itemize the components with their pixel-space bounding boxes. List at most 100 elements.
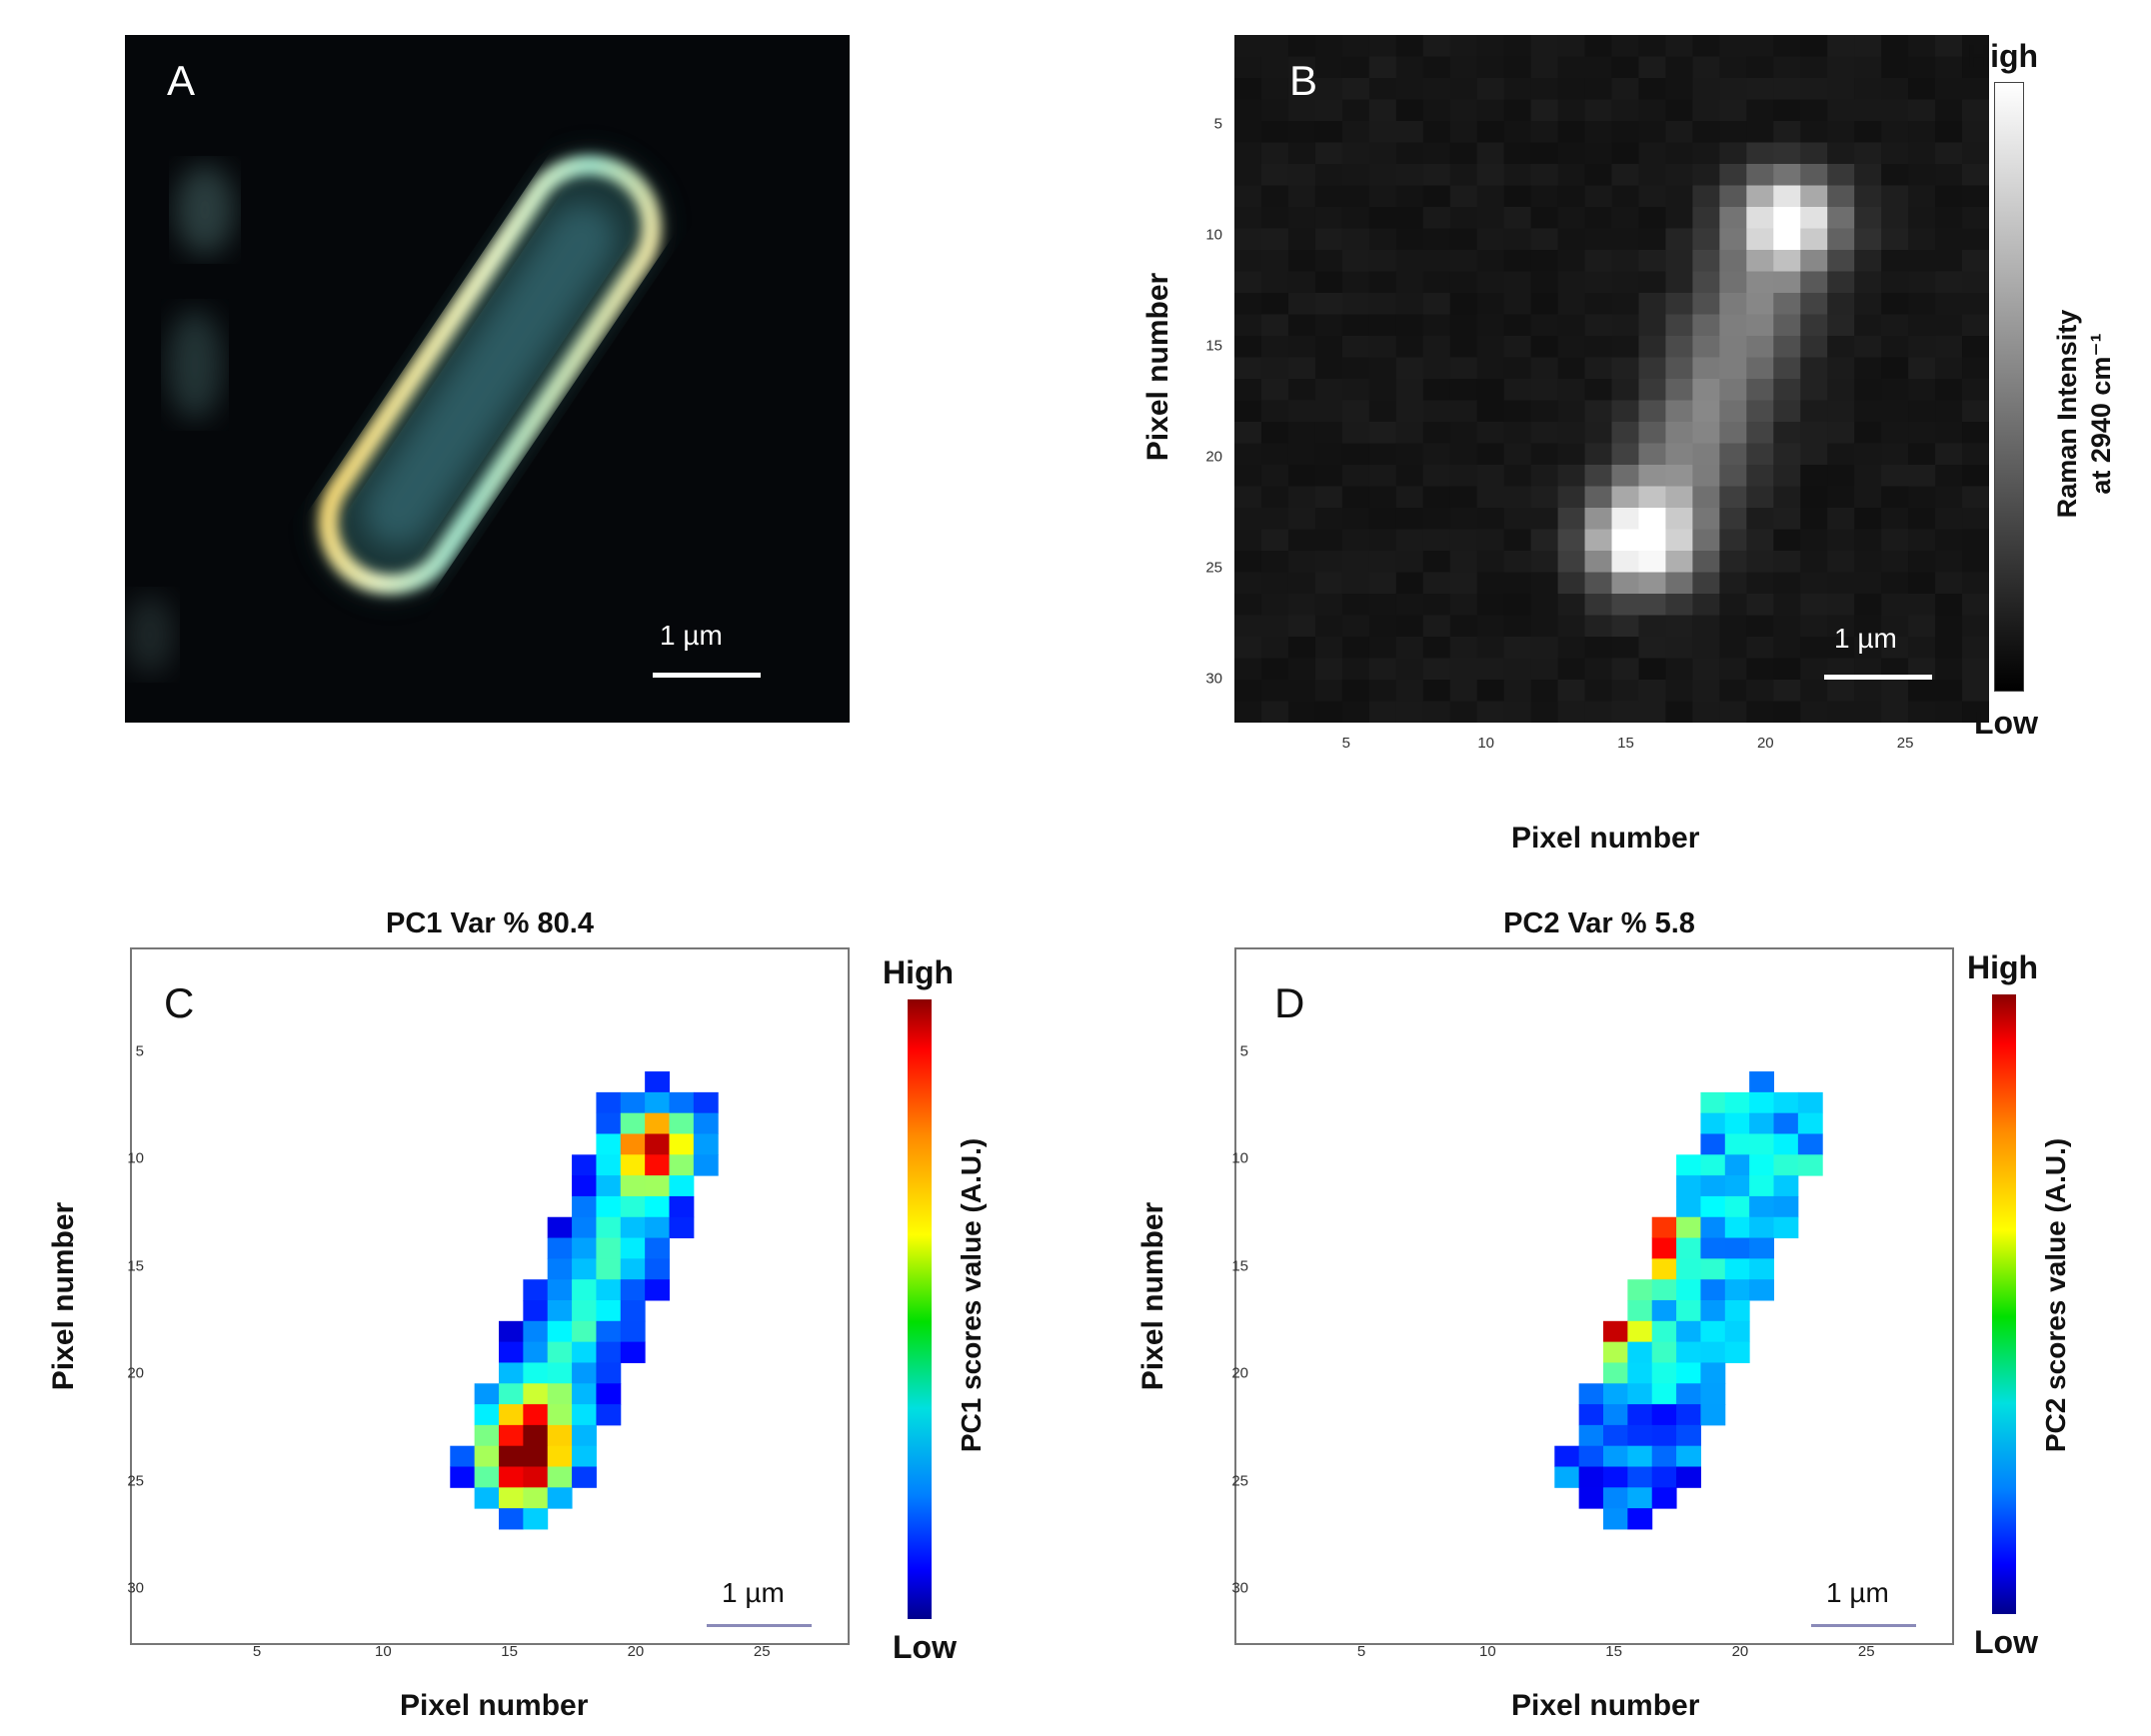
heatmap-cell [1746, 680, 1774, 702]
tick-label: 10 [1477, 735, 1494, 752]
heatmap-cell [547, 1258, 573, 1280]
tick-label: 30 [1231, 1579, 1248, 1597]
heatmap-cell [1341, 615, 1370, 638]
heatmap-cell [1422, 400, 1451, 423]
tick-label: 10 [1478, 1643, 1496, 1660]
heatmap-cell [1773, 551, 1801, 573]
heatmap-cell [1827, 185, 1855, 208]
heatmap-cell [1800, 680, 1828, 702]
heatmap-cell [1260, 465, 1289, 487]
heatmap-cell [1827, 400, 1855, 423]
tick-label: 5 [1341, 735, 1351, 752]
heatmap-cell [1935, 185, 1963, 208]
heatmap-cell [1665, 508, 1693, 530]
heatmap-cell [1503, 228, 1532, 251]
heatmap-cell [1719, 293, 1747, 315]
heatmap-cell [1651, 1445, 1677, 1467]
heatmap-cell [1476, 637, 1505, 659]
heatmap-cell [1584, 422, 1612, 444]
heatmap-cell [1800, 400, 1828, 423]
heatmap-cell [1827, 207, 1855, 229]
heatmap-cell [523, 1341, 549, 1363]
heatmap-cell [1260, 486, 1289, 509]
heatmap-cell [1908, 228, 1936, 251]
heatmap-cell [1584, 551, 1612, 573]
heatmap-cell [1773, 400, 1801, 423]
heatmap-cell [1341, 250, 1370, 272]
heatmap-cell [1603, 1487, 1628, 1509]
tick-label: 20 [1756, 735, 1774, 752]
heatmap-cell [1476, 56, 1505, 79]
heatmap-cell [1449, 336, 1478, 358]
heatmap-cell [1665, 271, 1693, 294]
heatmap-cell [1800, 422, 1828, 444]
heatmap-cell [1746, 572, 1774, 595]
heatmap-cell [1341, 293, 1370, 315]
heatmap-cell [1962, 35, 1989, 57]
heatmap-cell [1611, 551, 1639, 573]
heatmap-cell [1773, 1175, 1799, 1197]
heatmap-cell [1638, 314, 1666, 337]
heatmap-cell [1651, 1320, 1677, 1343]
heatmap-cell [547, 1300, 573, 1322]
heatmap-cell [1665, 701, 1693, 723]
heatmap-cell [1503, 250, 1532, 272]
heatmap-cell [1719, 228, 1747, 251]
heatmap-cell [1234, 701, 1262, 723]
heatmap-cell [499, 1341, 524, 1363]
heatmap-cell [1827, 78, 1855, 100]
heatmap-cell [1746, 336, 1774, 358]
heatmap-cell [1611, 508, 1639, 530]
heatmap-cell [1676, 1466, 1701, 1488]
heatmap-cell [1530, 207, 1559, 229]
heatmap-cell [1676, 1404, 1701, 1426]
heatmap-cell [1935, 35, 1963, 57]
heatmap-cell [1908, 185, 1936, 208]
heatmap-cell [1395, 314, 1424, 337]
heatmap-cell [1719, 379, 1747, 401]
heatmap-cell [1676, 1216, 1701, 1239]
heatmap-cell [1422, 701, 1451, 723]
heatmap-cell [1260, 207, 1289, 229]
heatmap-cell [523, 1508, 549, 1530]
heatmap-cell [1638, 551, 1666, 573]
heatmap-cell [1638, 594, 1666, 616]
heatmap-cell [1449, 615, 1478, 638]
heatmap-cell [1234, 529, 1262, 552]
heatmap-cell [1584, 78, 1612, 100]
heatmap-cell [1800, 228, 1828, 251]
heatmap-cell [1746, 379, 1774, 401]
heatmap-cell [1476, 658, 1505, 681]
heatmap-cell [1449, 443, 1478, 466]
heatmap-cell [1503, 594, 1532, 616]
heatmap-cell [1700, 1175, 1726, 1197]
heatmap-cell [1287, 121, 1316, 143]
heatmap-cell [572, 1300, 597, 1322]
heatmap-cell [1881, 701, 1909, 723]
heatmap-cell [1530, 271, 1559, 294]
heatmap-cell [1700, 1300, 1726, 1322]
heatmap-cell [1578, 1466, 1604, 1488]
heatmap-cell [1749, 1175, 1774, 1197]
heatmap-cell [1935, 78, 1963, 100]
scalebar [653, 673, 761, 678]
heatmap-cell [499, 1320, 524, 1343]
heatmap-cell [1530, 443, 1559, 466]
heatmap-cell [1962, 572, 1989, 595]
heatmap-cell [620, 1112, 646, 1134]
heatmap-cell [1368, 228, 1397, 251]
tick-label: 25 [1896, 735, 1914, 752]
heatmap-cell [1746, 164, 1774, 186]
heatmap-cell [1719, 250, 1747, 272]
heatmap-cell [1449, 314, 1478, 337]
heatmap-cell [1719, 594, 1747, 616]
heatmap-cell [1935, 357, 1963, 380]
heatmap-cell [1719, 400, 1747, 423]
heatmap-cell [450, 1445, 476, 1467]
heatmap-cell [1881, 56, 1909, 79]
colorbar-label-line1: Raman Intensity [2052, 309, 2082, 519]
heatmap-cell [1503, 185, 1532, 208]
heatmap-cell [1854, 99, 1882, 122]
heatmap-cell [1341, 185, 1370, 208]
colorbar-low: Low [1974, 705, 2038, 741]
